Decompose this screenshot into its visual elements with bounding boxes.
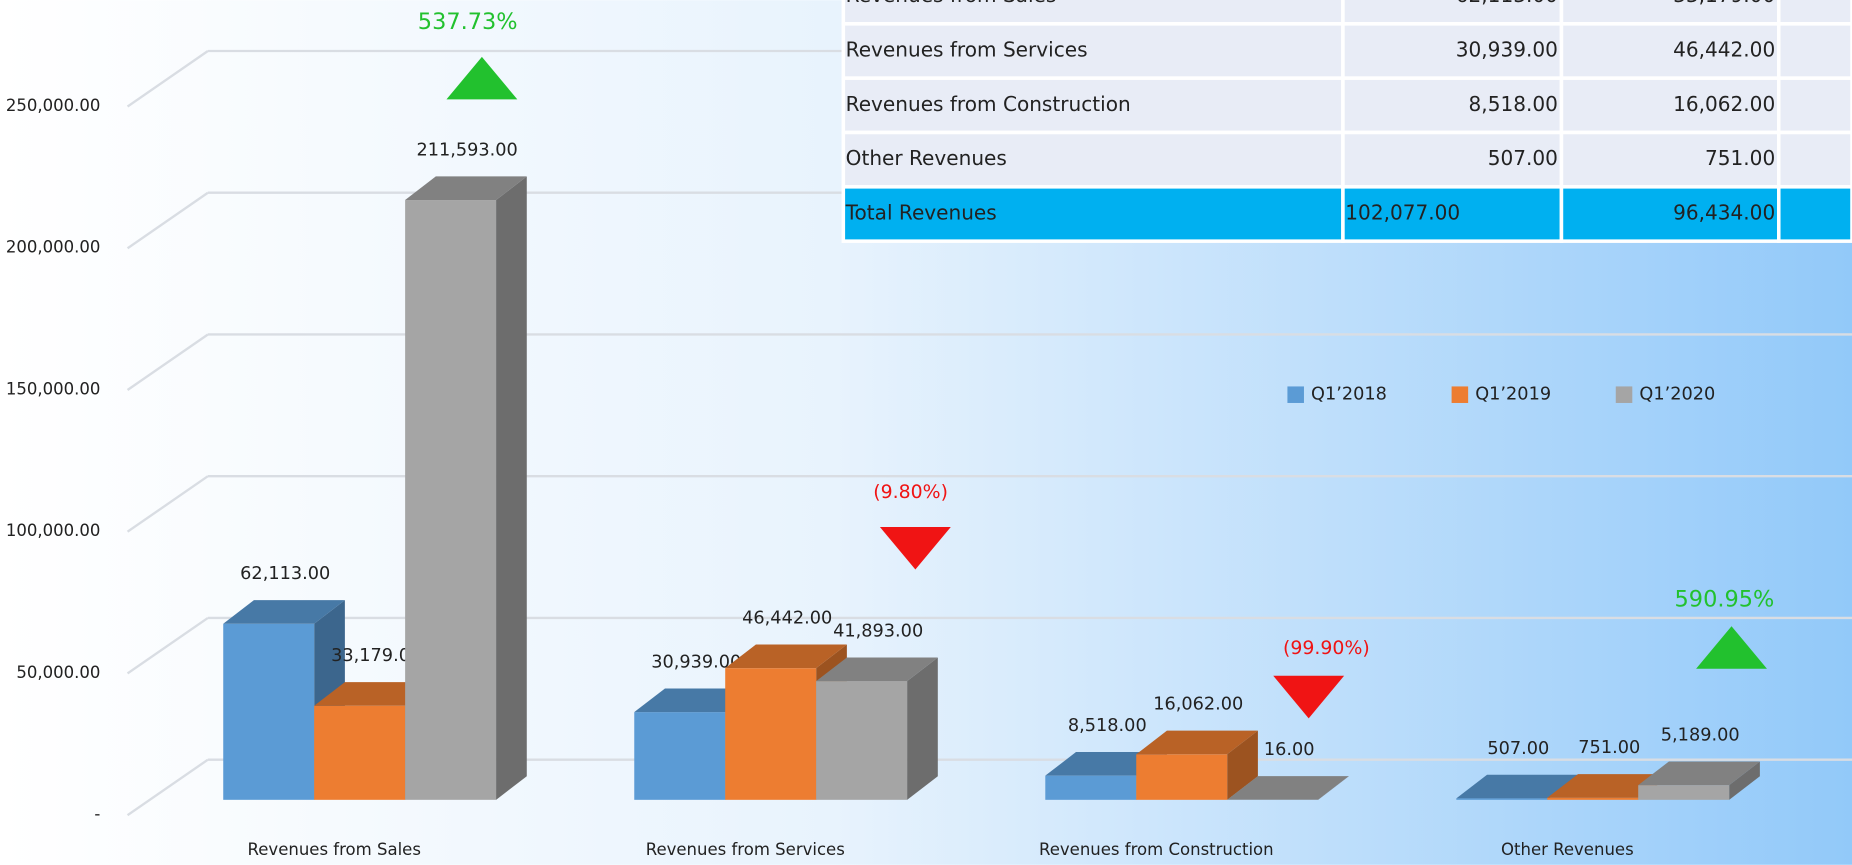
x-tick-label: Other Revenues xyxy=(1501,840,1634,859)
grid-line xyxy=(126,758,209,817)
bar-top xyxy=(816,657,938,682)
bar xyxy=(1547,797,1639,800)
bar xyxy=(1136,754,1228,800)
table-cell xyxy=(1559,76,1781,135)
bar-top xyxy=(1227,776,1349,800)
value-label: 8,518.00 xyxy=(1068,716,1147,736)
y-tick-label: 50,000.00 xyxy=(16,663,100,682)
table-cell xyxy=(841,185,1345,243)
grid-line xyxy=(126,50,209,108)
bar xyxy=(816,681,908,800)
grid-line xyxy=(126,616,209,675)
table-cell xyxy=(1341,185,1564,243)
bar-top xyxy=(405,176,527,201)
bar-top xyxy=(1638,761,1760,786)
table-cell xyxy=(1776,0,1852,26)
value-label: 33,179.00 xyxy=(331,646,421,666)
change-label: (9.80%) xyxy=(873,481,948,503)
table-text: 16,062.00 xyxy=(1673,92,1775,116)
bar-side xyxy=(907,657,938,800)
grid-line xyxy=(126,191,209,250)
bar xyxy=(634,712,726,800)
value-label: 507.00 xyxy=(1487,739,1549,759)
table-text: Other Revenues xyxy=(846,146,1007,170)
table-text: 102,077.00 xyxy=(1345,200,1460,224)
table-cell xyxy=(1776,130,1852,189)
value-label: 5,189.00 xyxy=(1661,726,1740,746)
value-label: 62,113.00 xyxy=(240,564,330,584)
change-arrow xyxy=(1273,675,1345,719)
bar xyxy=(405,200,497,800)
change-label: (99.90%) xyxy=(1283,637,1370,659)
grid-line xyxy=(126,333,209,391)
table-cell xyxy=(1776,76,1852,135)
x-tick-label: Revenues from Services xyxy=(646,840,845,859)
table-cell xyxy=(1776,185,1852,243)
table-text: Revenues from Sales xyxy=(846,0,1057,7)
change-arrow xyxy=(446,56,518,100)
change-arrow xyxy=(879,526,951,570)
y-tick-label: 100,000.00 xyxy=(6,521,101,540)
bar xyxy=(223,623,315,800)
y-tick-label: 200,000.00 xyxy=(6,238,101,257)
table-text: 507.00 xyxy=(1488,146,1558,170)
legend-swatch xyxy=(1287,386,1304,403)
table-cell xyxy=(841,76,1345,135)
bar xyxy=(725,668,817,800)
legend-label: Q1’2020 xyxy=(1639,385,1715,405)
bar-side xyxy=(496,176,527,800)
bar-top xyxy=(1136,730,1258,755)
bar-top xyxy=(223,600,345,624)
table-text: 46,442.00 xyxy=(1673,37,1775,61)
table-text: 30,939.00 xyxy=(1456,37,1558,61)
change-label: 537.73% xyxy=(418,9,518,35)
table-cell xyxy=(841,22,1345,80)
y-tick-label: 150,000.00 xyxy=(6,379,101,398)
legend-swatch xyxy=(1451,386,1469,403)
bar xyxy=(1045,775,1137,800)
value-label: 211,593.00 xyxy=(416,140,517,160)
value-label: 16,062.00 xyxy=(1153,695,1243,715)
legend-label: Q1’2018 xyxy=(1311,385,1387,405)
y-tick-label: - xyxy=(94,805,100,824)
table-text: Total Revenues xyxy=(845,200,997,224)
table-text: 96,434.00 xyxy=(1673,200,1775,224)
table-text: Revenues from Services xyxy=(846,37,1088,61)
value-label: 41,893.00 xyxy=(833,621,923,641)
value-label: 16.00 xyxy=(1264,740,1315,760)
x-tick-label: Revenues from Construction xyxy=(1039,840,1274,859)
bar-side xyxy=(1318,776,1349,800)
table-text: 751.00 xyxy=(1705,146,1775,170)
table-text: 33,179.00 xyxy=(1673,0,1775,7)
value-label: 46,442.00 xyxy=(742,609,832,629)
table-text: 8,518.00 xyxy=(1469,92,1558,116)
bar-top xyxy=(1456,774,1578,799)
bar xyxy=(1456,798,1548,800)
table-cell xyxy=(1776,22,1852,80)
bar xyxy=(314,705,406,800)
change-arrow xyxy=(1696,626,1767,669)
bar xyxy=(1638,785,1730,800)
grid-line xyxy=(126,475,209,533)
table-text: Revenues from Construction xyxy=(846,92,1131,116)
bar-side xyxy=(1729,761,1760,800)
x-tick-label: Revenues from Sales xyxy=(248,840,421,859)
legend-label: Q1’2019 xyxy=(1475,385,1551,405)
bar-top xyxy=(725,644,847,669)
table-cell xyxy=(1341,76,1564,135)
legend-swatch xyxy=(1615,386,1633,403)
value-label: 30,939.00 xyxy=(651,653,741,673)
bar-side xyxy=(1227,730,1258,800)
y-tick-label: 250,000.00 xyxy=(6,96,101,115)
table-text: 62,113.00 xyxy=(1456,0,1558,7)
value-label: 751.00 xyxy=(1578,738,1640,758)
change-label: 590.95% xyxy=(1675,587,1775,613)
